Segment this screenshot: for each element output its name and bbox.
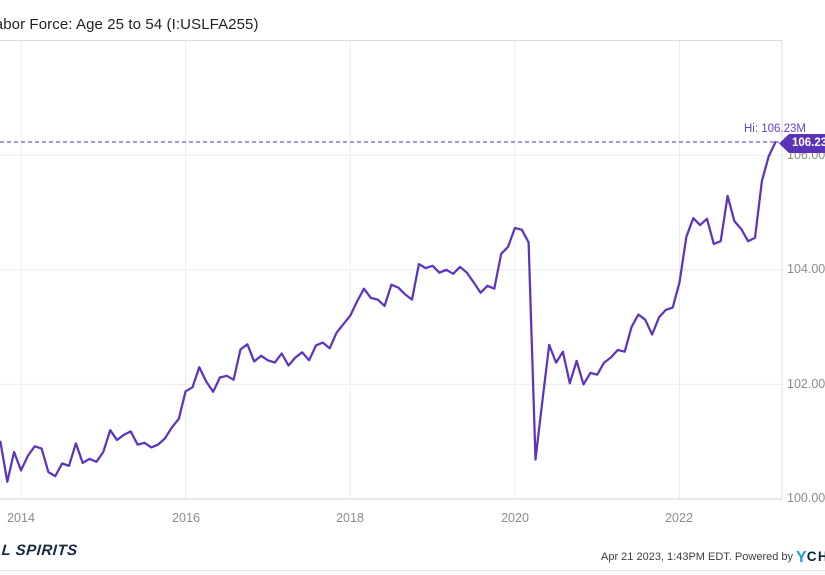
x-axis-label-2016: 2016 xyxy=(172,511,200,525)
chart-title: US Labor Force: Age 25 to 54 (I:USLFA255… xyxy=(0,16,259,33)
x-axis-label-2014: 2014 xyxy=(7,511,35,525)
y-axis-label-104: 104.00M xyxy=(787,262,825,276)
powered-by-line: Apr 21 2023, 1:43PM EDT. Powered byYCHAR… xyxy=(601,549,825,567)
chart-timestamp: Apr 21 2023, 1:43PM EDT. xyxy=(601,551,732,563)
y-axis-label-100: 100.00M xyxy=(787,491,825,505)
last-value-badge: 106.23M xyxy=(779,134,825,153)
x-axis-label-2018: 2018 xyxy=(336,511,364,525)
series-line xyxy=(0,140,777,483)
high-annotation-label: Hi: 106.23M xyxy=(744,123,807,135)
powered-by-label: Powered by xyxy=(734,551,794,563)
y-axis-label-102: 102.00M xyxy=(787,377,825,391)
x-axis-label-2020: 2020 xyxy=(501,511,529,525)
ycharts-logo-y-icon: Y xyxy=(796,549,807,566)
footer-divider xyxy=(0,570,825,571)
x-axis-label-2022: 2022 xyxy=(665,511,693,525)
ycharts-wordmark: CHARTS xyxy=(806,549,825,564)
animal-spirits-logo: ANIMAL SPIRITS xyxy=(0,542,79,559)
